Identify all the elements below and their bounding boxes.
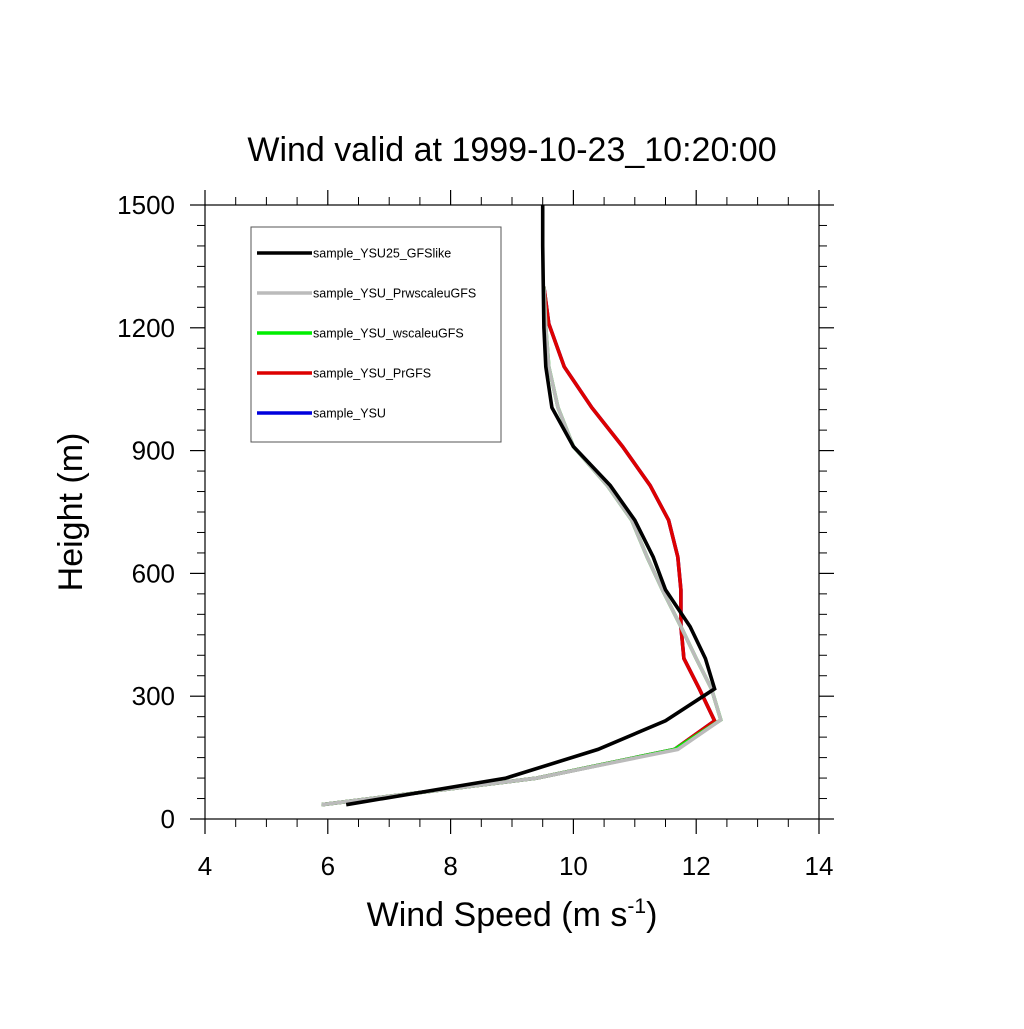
y-axis-label: Height (m) <box>52 433 90 592</box>
legend-label: sample_YSU_PrwscaleuGFS <box>313 287 476 301</box>
x-axis-label-superscript: -1 <box>627 895 646 918</box>
legend-label: sample_YSU_wscaleuGFS <box>313 327 464 341</box>
y-tick-label: 0 <box>161 804 175 834</box>
x-axis-label: Wind Speed (m s-1) <box>367 895 658 934</box>
x-axis-label-suffix: ) <box>646 896 657 934</box>
series-lines <box>321 205 723 807</box>
x-tick-label: 6 <box>321 851 335 881</box>
legend-label: sample_YSU <box>313 407 386 421</box>
x-tick-label: 10 <box>559 851 588 881</box>
x-tick-label: 12 <box>682 851 711 881</box>
y-tick-label: 1200 <box>117 313 175 343</box>
y-tick-label: 1500 <box>117 190 175 220</box>
x-tick-label: 14 <box>805 851 834 881</box>
x-tick-label: 8 <box>443 851 457 881</box>
axis-tick-labels: 4 6 8 10 12 14 0 300 600 900 1200 1500 <box>117 190 833 881</box>
axis-ticks <box>190 190 834 834</box>
legend: sample_YSU25_GFSlike sample_YSU_Prwscaleu… <box>250 226 502 443</box>
y-tick-label: 600 <box>132 558 175 588</box>
series-line-sample_YSU25_GFSlike <box>345 205 717 807</box>
series-line-sample_YSU_PrwscaleuGFS <box>321 286 723 807</box>
chart-title: Wind valid at 1999-10-23_10:20:00 <box>247 131 776 169</box>
y-tick-label: 900 <box>132 436 175 466</box>
y-tick-label: 300 <box>132 681 175 711</box>
legend-label: sample_YSU_PrGFS <box>313 367 431 381</box>
legend-label: sample_YSU25_GFSlike <box>313 247 451 261</box>
x-axis-label-main: Wind Speed (m s <box>367 896 628 934</box>
x-tick-label: 4 <box>198 851 212 881</box>
